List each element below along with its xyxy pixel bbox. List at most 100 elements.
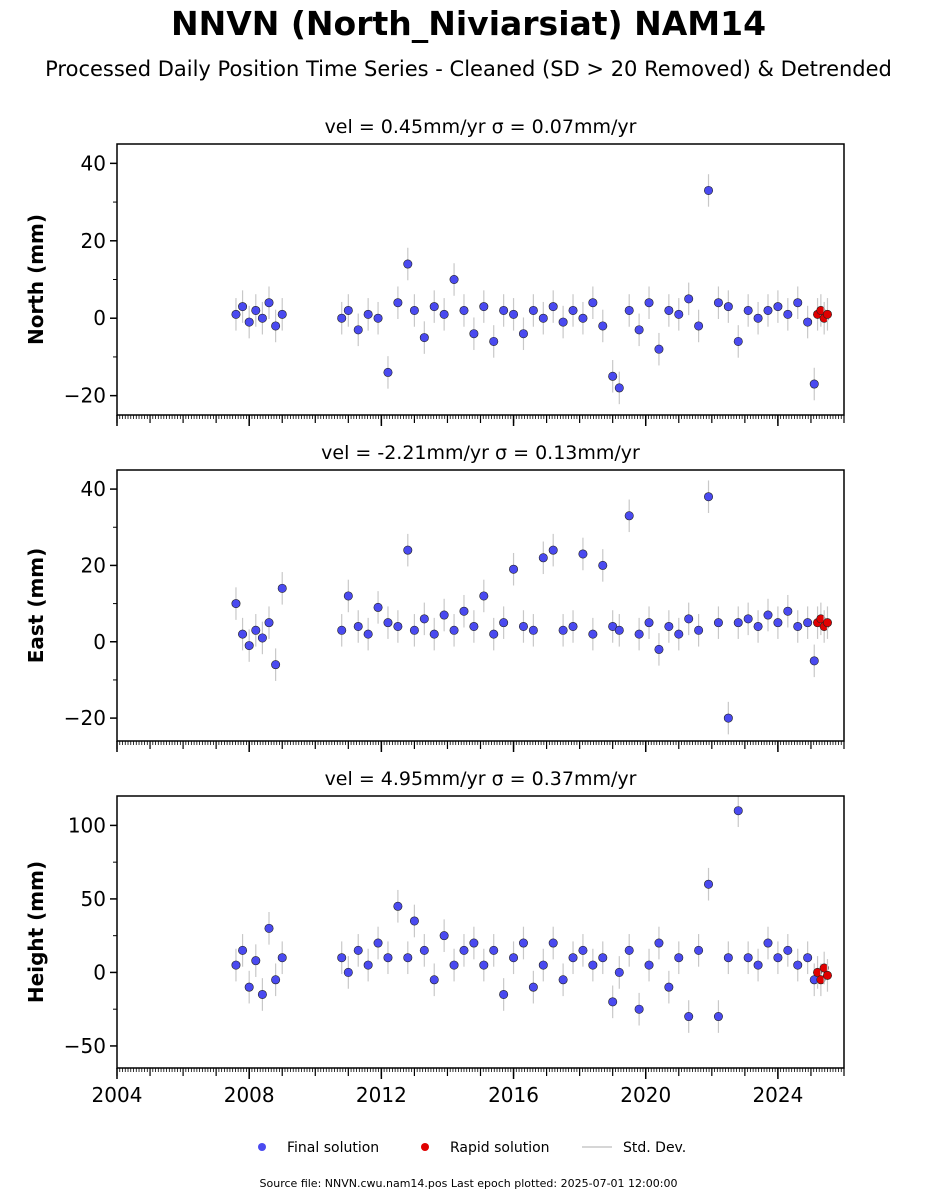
final-solution-point [803, 618, 813, 628]
final-solution-point [783, 606, 793, 616]
final-solution-point [373, 938, 383, 948]
final-solution-point [277, 309, 287, 319]
final-solution-point [634, 1004, 644, 1014]
final-solution-point [528, 625, 538, 635]
final-solution-point [588, 629, 598, 639]
final-solution-point [251, 305, 261, 315]
x-tick-label: 2024 [752, 1083, 803, 1107]
final-solution-point [664, 982, 674, 992]
final-solution-point [654, 344, 664, 354]
final-solution-point [449, 960, 459, 970]
final-solution-point [793, 621, 803, 631]
legend-label: Final solution [287, 1140, 379, 1156]
final-solution-point [383, 953, 393, 963]
x-tick-label: 2004 [92, 1083, 143, 1107]
final-solution-point [578, 313, 588, 323]
panel-title: vel = -2.21mm/yr σ = 0.13mm/yr [321, 442, 640, 464]
final-solution-point [558, 317, 568, 327]
final-solution-point [459, 606, 469, 616]
final-solution-point [773, 953, 783, 963]
final-solution-point [624, 511, 634, 521]
rapid-solution-point [816, 305, 826, 315]
final-solution-point [383, 618, 393, 628]
y-tick-label: 50 [81, 887, 106, 911]
final-solution-point [588, 298, 598, 308]
y-axis-label: Height (mm) [24, 861, 48, 1003]
final-solution-point [608, 371, 618, 381]
final-solution-point [644, 960, 654, 970]
final-solution-point [271, 321, 281, 331]
y-tick-label: 40 [81, 477, 106, 501]
final-solution-point [684, 294, 694, 304]
final-solution-point [733, 336, 743, 346]
final-solution-point [409, 625, 419, 635]
final-solution-point [373, 602, 383, 612]
final-solution-point [809, 379, 819, 389]
final-solution-point [337, 625, 347, 635]
final-solution-point [783, 945, 793, 955]
final-solution-point [723, 713, 733, 723]
final-solution-point [644, 618, 654, 628]
y-tick-label: 0 [93, 630, 106, 654]
final-solution-point [499, 989, 509, 999]
final-solution-point [363, 309, 373, 319]
final-solution-point [469, 621, 479, 631]
final-solution-point [548, 302, 558, 312]
final-solution-point [634, 325, 644, 335]
final-solution-point [723, 302, 733, 312]
final-solution-point [244, 317, 254, 327]
final-solution-point [704, 879, 714, 889]
panel-1: vel = 0.45mm/yr σ = 0.07mm/yr North (mm) −… [24, 116, 845, 426]
final-solution-point [783, 309, 793, 319]
rapid-solution-point [819, 963, 829, 973]
final-solution-point [231, 309, 241, 319]
legend-marker-icon [258, 1143, 266, 1151]
final-solution-point [353, 325, 363, 335]
chart-subtitle: Processed Daily Position Time Series - C… [45, 57, 892, 81]
final-solution-point [694, 945, 704, 955]
final-solution-point [809, 656, 819, 666]
legend: Final solution Rapid solution Std. Dev. [258, 1140, 686, 1156]
final-solution-point [578, 945, 588, 955]
final-solution-point [343, 967, 353, 977]
final-solution-point [231, 599, 241, 609]
final-solution-point [251, 625, 261, 635]
x-tick-label: 2020 [620, 1083, 671, 1107]
legend-label: Rapid solution [450, 1140, 550, 1156]
final-solution-point [684, 1012, 694, 1022]
final-solution-point [644, 298, 654, 308]
final-solution-point [598, 321, 608, 331]
final-solution-point [373, 313, 383, 323]
final-solution-point [337, 953, 347, 963]
y-tick-label: 20 [81, 229, 106, 253]
final-solution-point [558, 625, 568, 635]
final-solution-point [568, 953, 578, 963]
legend-item-final: Final solution [258, 1140, 379, 1156]
final-solution-point [479, 302, 489, 312]
y-tick-label: −20 [64, 384, 106, 408]
final-solution-point [753, 313, 763, 323]
final-solution-point [538, 313, 548, 323]
final-solution-point [393, 298, 403, 308]
final-solution-point [403, 545, 413, 555]
final-solution-point [419, 614, 429, 624]
final-solution-point [608, 997, 618, 1007]
final-solution-point [509, 309, 519, 319]
final-solution-point [429, 629, 439, 639]
final-solution-point [773, 618, 783, 628]
rapid-solution-point [822, 309, 832, 319]
x-tick-label: 2016 [488, 1083, 539, 1107]
y-tick-label: 0 [93, 960, 106, 984]
rapid-solution-point [813, 967, 823, 977]
final-solution-point [548, 545, 558, 555]
final-solution-point [803, 317, 813, 327]
final-solution-point [733, 618, 743, 628]
final-solution-point [694, 625, 704, 635]
final-solution-point [674, 629, 684, 639]
final-solution-point [793, 960, 803, 970]
final-solution-point [393, 901, 403, 911]
plot-frame [116, 469, 845, 742]
final-solution-point [489, 629, 499, 639]
panel-title: vel = 4.95mm/yr σ = 0.37mm/yr [325, 768, 637, 790]
